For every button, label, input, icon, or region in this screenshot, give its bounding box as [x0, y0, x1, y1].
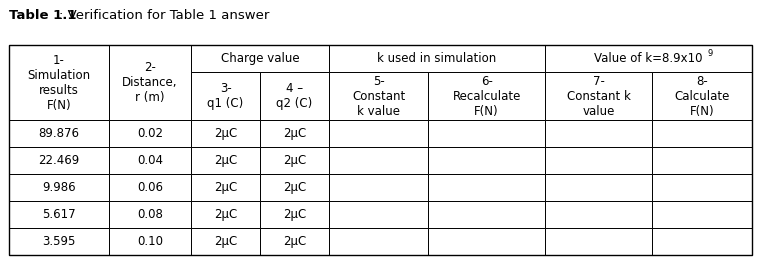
- Bar: [191, 228, 260, 255]
- Text: 2μC: 2μC: [283, 235, 306, 248]
- Bar: [191, 174, 260, 201]
- Bar: [428, 201, 545, 228]
- Text: : Verification for Table 1 answer: : Verification for Table 1 answer: [59, 9, 269, 22]
- Bar: [545, 147, 652, 174]
- Text: 2μC: 2μC: [283, 208, 306, 221]
- Bar: [260, 174, 329, 201]
- Bar: [329, 72, 428, 120]
- Text: 0.02: 0.02: [137, 127, 163, 140]
- Bar: [191, 72, 260, 120]
- Text: 7-
Constant k
value: 7- Constant k value: [567, 75, 631, 118]
- Text: 8-
Calculate
F(N): 8- Calculate F(N): [674, 75, 730, 118]
- Bar: [260, 120, 329, 147]
- Bar: [109, 45, 191, 120]
- Bar: [9, 201, 109, 228]
- Bar: [9, 45, 752, 255]
- Text: 3.595: 3.595: [42, 235, 75, 248]
- Text: 2μC: 2μC: [283, 181, 306, 194]
- Bar: [428, 147, 545, 174]
- Bar: [109, 120, 191, 147]
- Text: 2μC: 2μC: [214, 127, 237, 140]
- Bar: [428, 228, 545, 255]
- Bar: [545, 72, 652, 120]
- Bar: [109, 201, 191, 228]
- Text: Charge value: Charge value: [221, 52, 299, 65]
- Text: 0.10: 0.10: [137, 235, 163, 248]
- Bar: [191, 120, 260, 147]
- Bar: [109, 228, 191, 255]
- Bar: [652, 72, 752, 120]
- Text: 3-
q1 (C): 3- q1 (C): [208, 82, 244, 110]
- Bar: [109, 174, 191, 201]
- Bar: [9, 120, 109, 147]
- Text: 22.469: 22.469: [38, 154, 79, 167]
- Text: 1-
Simulation
results
F(N): 1- Simulation results F(N): [27, 54, 91, 112]
- Bar: [9, 228, 109, 255]
- Text: 2μC: 2μC: [214, 235, 237, 248]
- Bar: [329, 120, 428, 147]
- Bar: [9, 174, 109, 201]
- Bar: [428, 174, 545, 201]
- Bar: [9, 147, 109, 174]
- Bar: [545, 174, 652, 201]
- Bar: [652, 201, 752, 228]
- Bar: [545, 228, 652, 255]
- Text: 5.617: 5.617: [42, 208, 75, 221]
- Bar: [329, 228, 428, 255]
- Text: 2μC: 2μC: [283, 154, 306, 167]
- Bar: [109, 147, 191, 174]
- Text: 0.08: 0.08: [137, 208, 163, 221]
- Bar: [652, 147, 752, 174]
- Bar: [329, 147, 428, 174]
- Text: 89.876: 89.876: [38, 127, 79, 140]
- Bar: [428, 120, 545, 147]
- Bar: [545, 45, 752, 72]
- Bar: [428, 72, 545, 120]
- Text: 5-
Constant
k value: 5- Constant k value: [352, 75, 406, 118]
- Bar: [329, 174, 428, 201]
- Bar: [9, 45, 109, 120]
- Text: 2μC: 2μC: [214, 181, 237, 194]
- Bar: [329, 45, 545, 72]
- Text: Table 1.1: Table 1.1: [9, 9, 77, 22]
- Text: 9.986: 9.986: [42, 181, 75, 194]
- Text: 2μC: 2μC: [214, 208, 237, 221]
- Text: k used in simulation: k used in simulation: [377, 52, 496, 65]
- Bar: [545, 120, 652, 147]
- Text: Value of k=8.9x10: Value of k=8.9x10: [594, 52, 702, 65]
- Text: 2μC: 2μC: [214, 154, 237, 167]
- Text: 2-
Distance,
r (m): 2- Distance, r (m): [122, 61, 177, 104]
- Text: 9: 9: [707, 49, 712, 58]
- Bar: [191, 201, 260, 228]
- Bar: [191, 45, 329, 72]
- Bar: [191, 147, 260, 174]
- Bar: [260, 228, 329, 255]
- Bar: [260, 147, 329, 174]
- Bar: [652, 228, 752, 255]
- Bar: [260, 72, 329, 120]
- Text: 4 –
q2 (C): 4 – q2 (C): [276, 82, 313, 110]
- Bar: [329, 201, 428, 228]
- Bar: [260, 201, 329, 228]
- Bar: [652, 120, 752, 147]
- Text: 6-
Recalculate
F(N): 6- Recalculate F(N): [453, 75, 521, 118]
- Text: 0.04: 0.04: [137, 154, 163, 167]
- Text: 0.06: 0.06: [137, 181, 163, 194]
- Text: 2μC: 2μC: [283, 127, 306, 140]
- Bar: [652, 174, 752, 201]
- Bar: [545, 201, 652, 228]
